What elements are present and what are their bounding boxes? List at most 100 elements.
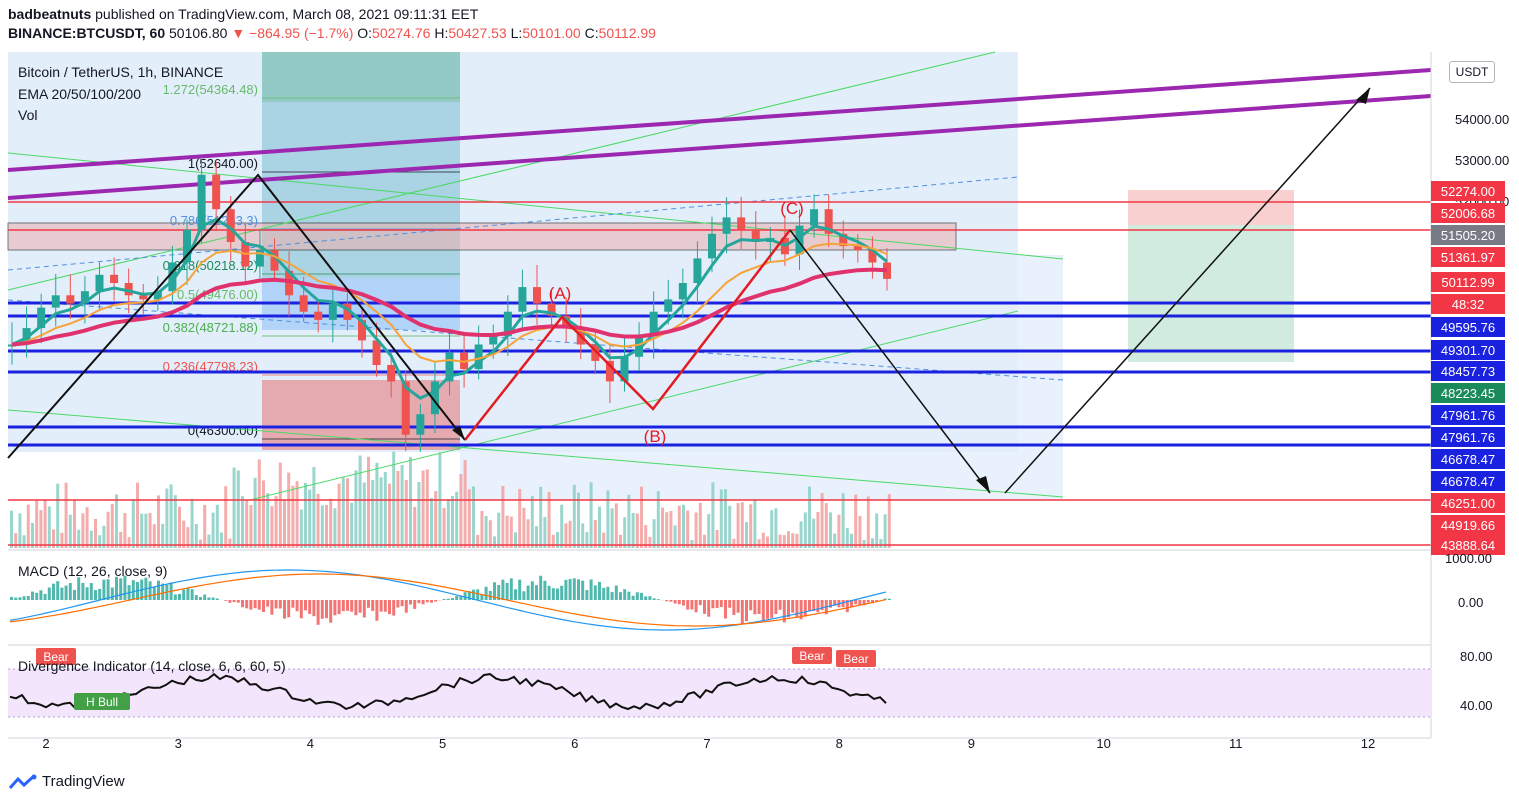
- volume-bar: [493, 536, 496, 548]
- macd-histogram-bar: [770, 600, 774, 618]
- tradingview-logo[interactable]: TradingView: [8, 773, 125, 790]
- signal-label: Bear: [43, 650, 68, 664]
- volume-bar: [459, 474, 463, 548]
- fib-upper-zone: [262, 102, 460, 278]
- macd-histogram-bar: [619, 592, 622, 600]
- volume-bar: [186, 527, 190, 548]
- symbol-legend[interactable]: Bitcoin / TetherUS, 1h, BINANCE: [18, 64, 224, 80]
- macd-histogram-bar: [703, 600, 706, 614]
- macd-histogram-bar: [39, 590, 43, 600]
- macd-histogram-bar: [77, 577, 81, 601]
- candle: [372, 340, 381, 365]
- time-tick: 9: [968, 736, 975, 751]
- ema-legend[interactable]: EMA 20/50/100/200: [18, 86, 141, 102]
- volume-bar: [140, 513, 144, 548]
- volume-bar: [829, 512, 832, 548]
- macd-histogram-bar: [56, 581, 60, 600]
- macd-histogram-bar: [68, 583, 72, 601]
- price-tag: [1431, 247, 1505, 267]
- price-tag-label: 47961.76: [1441, 408, 1495, 423]
- macd-histogram-bar: [35, 592, 39, 601]
- macd-histogram-bar: [736, 600, 740, 613]
- volume-bar: [52, 529, 55, 548]
- volume-bar: [220, 532, 223, 548]
- macd-histogram-bar: [194, 595, 198, 600]
- volume-bar: [816, 512, 820, 548]
- volume-bar: [640, 486, 643, 548]
- publish-info: badbeatnuts published on TradingView.com…: [8, 6, 478, 22]
- time-tick: 7: [703, 736, 710, 751]
- volume-legend[interactable]: Vol: [18, 107, 38, 123]
- volume-bar: [203, 504, 207, 548]
- volume-bar: [577, 492, 580, 548]
- macd-histogram-bar: [186, 587, 190, 600]
- publisher-name[interactable]: badbeatnuts: [8, 6, 92, 22]
- tradingview-icon: [8, 774, 37, 789]
- macd-histogram-bar: [803, 600, 807, 617]
- divergence-legend[interactable]: Divergence Indicator (14, close, 6, 6, 6…: [18, 658, 286, 674]
- currency-badge[interactable]: USDT: [1449, 61, 1495, 83]
- macd-histogram-bar: [715, 600, 719, 608]
- volume-bar: [799, 521, 803, 548]
- macd-histogram-bar: [808, 600, 811, 612]
- macd-histogram-bar: [774, 600, 778, 614]
- macd-legend[interactable]: MACD (12, 26, close, 9): [18, 563, 168, 579]
- macd-histogram-bar: [669, 600, 673, 602]
- macd-histogram-bar: [18, 597, 22, 601]
- price-tag: [1431, 383, 1505, 403]
- macd-histogram-bar: [799, 600, 803, 620]
- candle: [183, 229, 191, 263]
- candle: [80, 291, 89, 304]
- macd-histogram-bar: [148, 581, 152, 600]
- price-tag: [1431, 272, 1505, 292]
- candle: [226, 209, 235, 242]
- macd-histogram-bar: [215, 598, 219, 601]
- price-change: ▼ −864.95 (−1.7%): [231, 25, 354, 41]
- impulse-drawing: [7, 173, 466, 459]
- macd-histogram-bar: [283, 600, 286, 619]
- macd-histogram-bar: [451, 598, 454, 601]
- volume-bar: [451, 496, 454, 548]
- macd-histogram-bar: [131, 580, 135, 600]
- volume-bar: [824, 503, 828, 548]
- volume-bar: [257, 459, 261, 548]
- volume-bar: [304, 482, 307, 548]
- volume-bar: [812, 518, 816, 548]
- macd-histogram-bar: [312, 600, 316, 617]
- macd-histogram-bar: [157, 580, 160, 601]
- volume-bar: [774, 508, 778, 548]
- macd-histogram-bar: [791, 600, 795, 613]
- volume-bar: [665, 512, 669, 548]
- candle: [416, 414, 425, 435]
- time-tick: 10: [1096, 736, 1110, 751]
- signal-label: Bear: [843, 652, 868, 666]
- last-price: 50106.80: [169, 25, 228, 41]
- volume-bar: [106, 511, 110, 548]
- volume-bar: [89, 530, 93, 548]
- macd-histogram-bar: [442, 598, 446, 600]
- signal-label: H Bull: [86, 695, 118, 709]
- projection-up: [1004, 87, 1371, 494]
- macd-histogram-bar: [379, 600, 383, 612]
- volume-bar: [367, 456, 370, 548]
- volume-bar: [455, 491, 459, 548]
- volume-bar: [539, 486, 543, 548]
- macd-histogram-bar: [522, 591, 526, 600]
- macd-histogram-bar: [858, 600, 862, 606]
- macd-histogram-bar: [257, 600, 261, 610]
- macd-histogram-bar: [404, 600, 408, 613]
- macd-histogram-bar: [249, 600, 253, 610]
- volume-bar: [623, 517, 627, 548]
- volume-bar: [488, 520, 492, 548]
- candle: [95, 274, 104, 292]
- macd-histogram-bar: [761, 600, 765, 620]
- candle: [37, 307, 46, 329]
- volume-bar: [883, 514, 887, 548]
- price-tag: [1431, 535, 1505, 555]
- macd-histogram-bar: [728, 600, 732, 608]
- fib-label: 1.272(54364.48): [163, 82, 258, 97]
- fib-label: 0.382(48721.88): [163, 320, 258, 335]
- candle: [8, 344, 16, 347]
- volume-bar: [165, 488, 169, 548]
